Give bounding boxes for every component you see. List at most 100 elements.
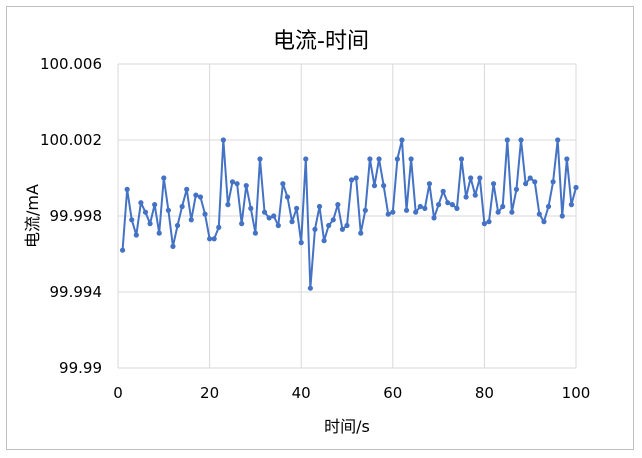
data-point (303, 156, 309, 162)
data-point (202, 211, 208, 217)
data-point (133, 232, 139, 238)
data-point (316, 203, 323, 210)
data-point (188, 217, 194, 223)
data-point (152, 202, 158, 208)
data-point (422, 205, 428, 211)
data-point (458, 156, 465, 162)
data-point (312, 226, 318, 232)
data-point (513, 186, 520, 192)
data-point (330, 217, 336, 223)
data-point (207, 236, 213, 242)
data-point (500, 203, 506, 210)
data-point (234, 181, 240, 187)
data-point (197, 194, 204, 200)
data-point (165, 207, 171, 213)
data-point (161, 175, 167, 181)
data-point (568, 202, 575, 208)
series-line (121, 139, 577, 290)
y-tick-label: 99.99 (59, 359, 102, 377)
data-point (220, 137, 226, 143)
x-tick-label: 0 (113, 384, 123, 402)
data-point (371, 183, 378, 189)
data-point (394, 156, 400, 162)
data-point (307, 285, 313, 291)
data-point (211, 236, 217, 242)
data-point (426, 181, 433, 187)
data-point (193, 192, 199, 198)
data-point (170, 243, 176, 249)
data-point (399, 137, 405, 143)
data-point (481, 221, 487, 227)
data-point (339, 226, 346, 232)
x-tick-label: 40 (292, 384, 311, 402)
data-point (156, 230, 162, 236)
data-point (555, 137, 561, 143)
y-axis-ticks: 99.99 99.994 99.998 100.002 100.006 (40, 55, 102, 377)
data-point (142, 209, 149, 215)
data-point (413, 209, 419, 215)
y-tick-label: 100.006 (40, 55, 102, 73)
data-point (472, 192, 478, 198)
data-point (119, 247, 126, 253)
data-point (541, 219, 547, 225)
data-point (436, 202, 442, 208)
data-point (275, 222, 281, 229)
data-point (454, 205, 460, 211)
data-point (445, 200, 451, 206)
data-point (239, 221, 245, 227)
x-axis-ticks: 0 20 40 60 80 100 (113, 384, 590, 402)
data-point (298, 240, 304, 246)
data-point (495, 209, 501, 215)
data-point (468, 175, 474, 181)
data-point (216, 224, 222, 230)
data-point (353, 175, 359, 181)
data-point (490, 181, 497, 187)
chart-frame (6, 6, 634, 450)
y-tick-label: 99.994 (50, 283, 103, 301)
data-point (390, 209, 396, 215)
data-point (225, 202, 231, 208)
x-tick-label: 60 (383, 384, 402, 402)
data-point (417, 203, 423, 210)
data-point (294, 205, 300, 211)
data-point (280, 181, 286, 187)
data-point (257, 156, 263, 162)
data-point (550, 179, 556, 185)
data-point (326, 222, 332, 229)
data-point (124, 186, 130, 192)
data-point (403, 207, 410, 213)
data-point (532, 179, 538, 185)
data-point (527, 175, 533, 181)
data-point (335, 202, 341, 208)
data-point (564, 156, 570, 162)
data-point (463, 194, 469, 200)
data-point (229, 179, 236, 185)
data-point (449, 202, 455, 208)
data-point (477, 175, 483, 181)
data-point (573, 184, 579, 191)
data-point (348, 177, 355, 183)
data-point (381, 183, 387, 189)
data-point (179, 203, 185, 210)
data-point (248, 205, 254, 211)
data-point (138, 200, 144, 206)
data-point (376, 156, 382, 162)
x-tick-label: 80 (475, 384, 494, 402)
data-point (174, 222, 181, 229)
data-point (486, 219, 492, 225)
data-point (509, 209, 515, 215)
x-axis-title: 时间/s (324, 417, 370, 436)
data-point (545, 203, 552, 210)
data-point (266, 215, 272, 221)
data-point (385, 211, 391, 217)
data-point (289, 219, 295, 225)
data-point (431, 215, 437, 221)
x-tick-label: 100 (562, 384, 591, 402)
data-point (518, 137, 524, 143)
data-point (271, 213, 277, 219)
data-point (184, 186, 190, 192)
chart-title: 电流-时间 (273, 29, 369, 54)
y-tick-label: 100.002 (40, 131, 102, 149)
data-point (504, 137, 510, 143)
